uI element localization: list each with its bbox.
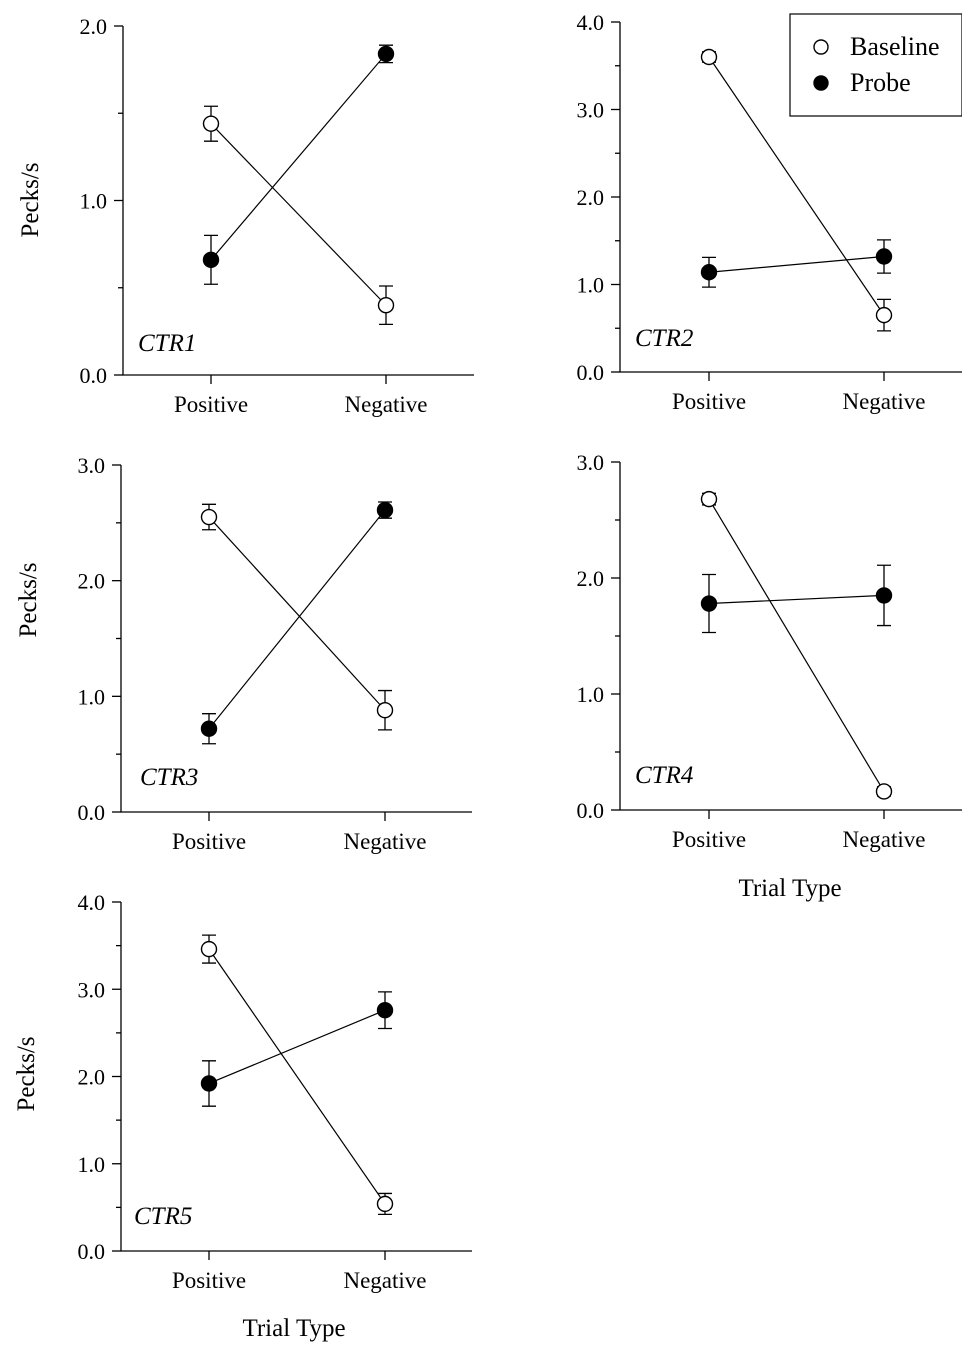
y-tick-label: 2.0 — [78, 1065, 106, 1090]
y-tick-label: 1.0 — [577, 273, 605, 298]
y-tick-label: 4.0 — [78, 890, 106, 915]
series-line — [208, 948, 386, 1205]
panel-label: CTR5 — [134, 1203, 192, 1230]
y-tick-label: 2.0 — [78, 569, 106, 594]
panel-label: CTR3 — [140, 764, 198, 791]
legend-label-baseline: Baseline — [850, 32, 940, 61]
y-tick-label: 3.0 — [78, 453, 106, 478]
x-tick-label-positive: Positive — [672, 827, 746, 852]
series-baseline — [700, 490, 893, 800]
data-point — [376, 501, 394, 519]
series-line — [210, 53, 387, 261]
y-tick-label: 3.0 — [577, 98, 605, 123]
y-tick-label: 0.0 — [577, 798, 605, 823]
x-tick-label-negative: Negative — [343, 1268, 426, 1293]
series-line — [708, 498, 885, 792]
data-point — [875, 248, 893, 265]
legend-marker-baseline — [813, 39, 829, 55]
y-tick-label: 1.0 — [78, 684, 106, 709]
x-axis-title: Trial Type — [738, 875, 841, 902]
axes — [120, 465, 472, 813]
y-tick-label: 2.0 — [577, 185, 605, 210]
x-tick-label-positive: Positive — [672, 389, 746, 414]
data-point — [200, 720, 218, 737]
series-baseline — [200, 503, 394, 731]
panel-1: 0.0 1.0 2.0 Positive Negative Pecks/s CTR1 — [17, 14, 474, 417]
x-axis-title: Trial Type — [242, 1315, 345, 1342]
y-tick-label: 0.0 — [80, 363, 108, 388]
x-tick-label-negative: Negative — [343, 829, 426, 854]
series-line — [208, 509, 386, 730]
data-point — [700, 490, 718, 508]
y-tick-label: 0.0 — [78, 1239, 106, 1264]
series-line — [708, 255, 885, 273]
panel-2: 0.0 1.0 2.0 3.0 4.0 Positive Negative CTR2 — [577, 10, 962, 414]
data-point — [202, 251, 220, 269]
series-line — [210, 123, 387, 306]
series-probe — [700, 239, 893, 288]
panel-5: 0.0 1.0 2.0 3.0 4.0 Positive Negative Pecks/s Tr… — [13, 890, 472, 1342]
x-tick-label-positive: Positive — [174, 392, 248, 417]
y-tick-label: 0.0 — [577, 360, 605, 385]
panel-label: CTR2 — [635, 325, 693, 352]
panel-label: CTR4 — [635, 762, 693, 789]
data-point — [200, 508, 218, 526]
data-point — [376, 1001, 394, 1019]
data-point — [700, 595, 718, 612]
y-tick-label: 1.0 — [78, 1152, 106, 1177]
series-baseline — [700, 48, 893, 332]
data-point — [875, 306, 893, 324]
x-tick-label-negative: Negative — [842, 389, 925, 414]
x-tick-label-positive: Positive — [172, 829, 246, 854]
series-probe — [200, 991, 394, 1107]
y-tick-label: 0.0 — [78, 800, 106, 825]
data-point — [200, 1075, 218, 1092]
panels: 0.0 1.0 2.0 Positive Negative Pecks/s CTR1 0.0 1… — [13, 10, 962, 1342]
series-line — [708, 594, 885, 605]
y-tick-label: 4.0 — [577, 10, 605, 35]
data-point — [202, 115, 220, 132]
x-tick-label-negative: Negative — [344, 392, 427, 417]
series-probe — [700, 564, 893, 634]
data-point — [200, 940, 218, 958]
data-point — [875, 587, 893, 604]
axes — [122, 26, 474, 376]
x-tick-label-negative: Negative — [842, 827, 925, 852]
data-point — [376, 1195, 394, 1213]
series-probe — [200, 501, 394, 745]
series-line — [208, 1009, 386, 1085]
x-tick-label-positive: Positive — [172, 1268, 246, 1293]
panel-label: CTR1 — [138, 330, 196, 357]
data-point — [377, 45, 395, 63]
panel-3: 0.0 1.0 2.0 3.0 Positive Negative Pecks/s CTR3 — [15, 453, 472, 854]
y-axis-title: Pecks/s — [15, 563, 42, 638]
y-tick-label: 3.0 — [577, 450, 605, 475]
y-axis-title: Pecks/s — [13, 1037, 40, 1112]
data-point — [875, 783, 893, 800]
legend-label-probe: Probe — [850, 68, 911, 97]
legend-marker-probe — [813, 75, 829, 91]
series-probe — [202, 44, 395, 285]
y-tick-label: 2.0 — [80, 14, 108, 39]
data-point — [376, 702, 394, 719]
data-point — [700, 48, 718, 66]
data-point — [377, 297, 395, 314]
series-line — [708, 56, 885, 316]
series-baseline — [202, 105, 395, 326]
y-tick-label: 1.0 — [80, 189, 108, 214]
legend-box — [789, 13, 962, 117]
y-tick-label: 3.0 — [78, 977, 106, 1002]
data-point — [700, 264, 718, 281]
y-tick-label: 2.0 — [577, 566, 605, 591]
series-line — [208, 516, 386, 711]
legend: Baseline Probe — [789, 13, 962, 117]
y-tick-label: 1.0 — [577, 682, 605, 707]
y-axis-title: Pecks/s — [17, 163, 44, 238]
series-baseline — [200, 934, 394, 1215]
